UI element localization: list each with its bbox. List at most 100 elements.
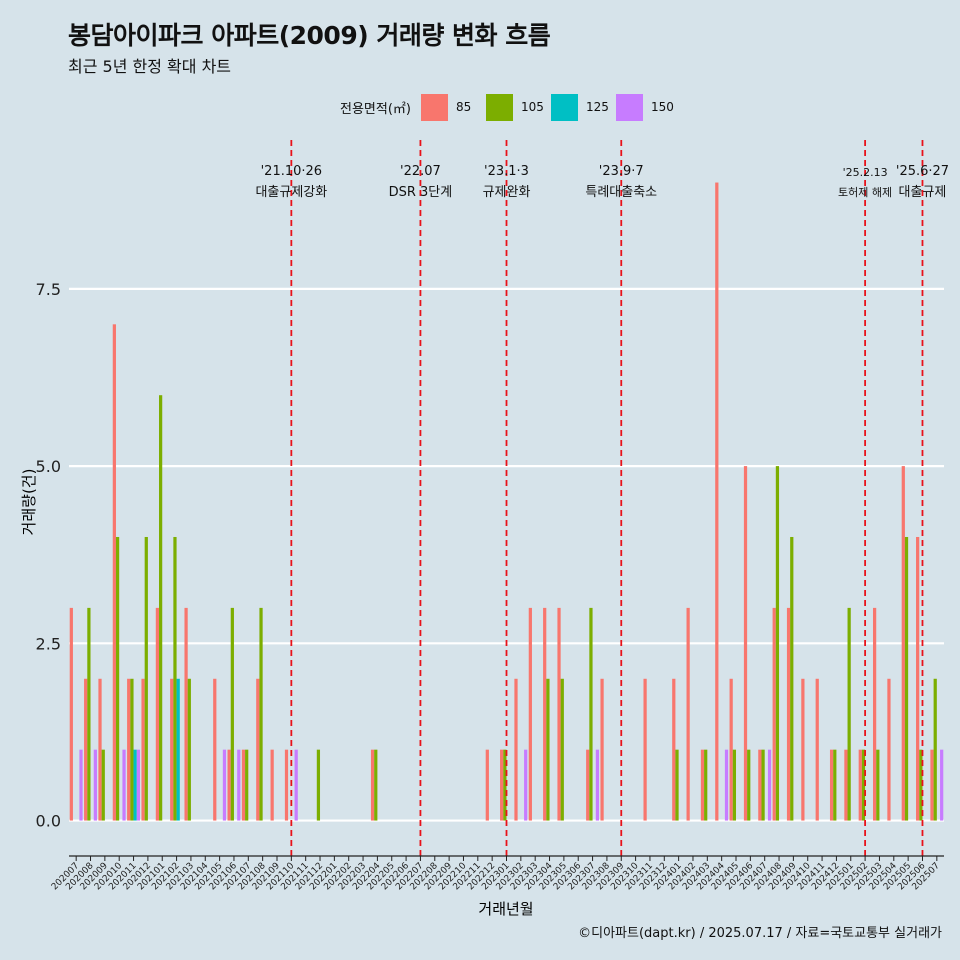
bars	[69, 182, 944, 821]
bar-85-202009	[98, 678, 102, 821]
legend-item-85: 85	[420, 93, 480, 121]
bar-105-202401	[675, 749, 679, 821]
bar-150-202106	[237, 749, 241, 821]
bar-85-202012	[141, 678, 145, 821]
bar-85-202408	[772, 607, 776, 821]
policy-date-202207: '22.07	[400, 164, 441, 179]
legend-item-125: 125	[550, 93, 610, 121]
bar-105-202010	[115, 536, 120, 821]
bar-125-202011	[133, 749, 137, 821]
bar-105-202405	[732, 749, 737, 821]
bar-105-202112	[316, 749, 321, 821]
bar-105-202011	[130, 678, 134, 821]
bar-105-202107	[245, 749, 249, 821]
bar-105-202106	[230, 607, 234, 821]
bar-105-202009	[101, 749, 105, 821]
bar-85-202505	[901, 466, 905, 821]
y-axis: 0.0 2.5 5.0 7.5	[36, 280, 61, 831]
bar-150-202302	[524, 749, 528, 821]
legend-swatch-150	[615, 93, 643, 121]
bar-85-202101	[155, 607, 160, 821]
bar-150-202105	[222, 749, 227, 821]
bar-105-202102	[173, 536, 177, 821]
bar-85-202412	[829, 749, 834, 821]
policy-date-202301: '23.1·3	[484, 164, 529, 179]
bar-125-202102	[176, 678, 180, 821]
x-axis: 2020072020082020092020102020112020122021…	[50, 855, 944, 892]
bar-105-202408	[775, 466, 780, 821]
policy-date-202309: '23.9·7	[599, 164, 644, 179]
bar-105-202101	[159, 395, 163, 821]
legend-swatch-105	[485, 93, 513, 121]
bar-105-202501	[847, 607, 851, 821]
bar-85-202401	[672, 678, 676, 821]
policy-text-202110: 대출규제강화	[255, 185, 327, 200]
bar-85-202406	[743, 466, 748, 821]
bar-85-202103	[184, 607, 188, 821]
legend-swatch-85	[420, 93, 448, 121]
legend-label-105: 105	[520, 100, 544, 114]
bar-85-202402	[686, 607, 690, 821]
bar-85-202502	[858, 749, 862, 821]
bar-105-202008	[87, 607, 91, 821]
bar-85-202304	[543, 607, 547, 821]
x-axis-label: 거래년월	[478, 900, 533, 918]
bar-85-202305	[557, 607, 561, 821]
bar-85-202302	[514, 678, 518, 821]
legend-item-105: 105	[485, 93, 545, 121]
policy-lines	[290, 140, 924, 856]
bar-105-202507	[933, 678, 937, 821]
bar-85-202303	[528, 607, 532, 821]
legend-title: 전용면적(㎡)	[340, 101, 411, 117]
bar-105-202103	[187, 678, 191, 821]
bar-85-202307	[586, 749, 590, 821]
legend-label-125: 125	[585, 100, 609, 114]
bar-105-202403	[704, 749, 708, 821]
bar-105-202407	[761, 749, 765, 821]
y-axis-label: 거래량(건)	[20, 469, 38, 536]
bar-85-202011	[127, 678, 131, 821]
policy-date-202502: '25.2.13	[843, 166, 888, 179]
bar-105-202108	[259, 607, 263, 821]
bar-105-202305	[560, 678, 564, 821]
bar-85-202507	[930, 749, 934, 821]
bar-85-202107	[241, 749, 246, 821]
bar-150-202404	[724, 749, 729, 821]
bar-150-202007	[79, 749, 83, 821]
bar-85-202409	[786, 607, 791, 821]
bar-105-202412	[833, 749, 837, 821]
bar-85-202411	[815, 678, 819, 821]
bar-85-202301	[500, 749, 504, 821]
bar-105-202204	[374, 749, 378, 821]
bar-85-202308	[600, 678, 604, 821]
bar-85-202501	[844, 749, 848, 821]
policy-text-202301: 규제완화	[483, 185, 531, 200]
bar-105-202409	[790, 536, 794, 821]
bar-85-202204	[370, 749, 375, 821]
policy-text-202207: DSR 3단계	[389, 185, 453, 200]
bar-85-202106	[227, 749, 231, 821]
policy-date-202506: '25.6·27	[896, 164, 949, 179]
legend-item-150: 150	[615, 93, 675, 121]
bar-85-202404	[715, 182, 719, 821]
bar-105-202304	[546, 678, 550, 821]
bar-85-202503	[872, 607, 877, 821]
bar-105-202505	[904, 536, 909, 821]
policy-annotations: '21.10·26 대출규제강화 '22.07 DSR 3단계 '23.1·3 규제완화 '…	[255, 164, 949, 200]
chart-subtitle: 최근 5년 한정 확대 차트	[68, 57, 232, 76]
bar-105-202503	[876, 749, 880, 821]
legend-label-150: 150	[650, 100, 674, 114]
y-tick-label: 7.5	[36, 280, 61, 299]
legend: 전용면적(㎡) 85 105 125 150	[340, 93, 681, 121]
bar-105-202502	[861, 749, 866, 821]
bar-85-202504	[887, 678, 891, 821]
policy-text-202506: 대출규제	[899, 185, 947, 200]
legend-swatch-125	[550, 93, 578, 121]
policy-date-202110: '21.10·26	[261, 164, 322, 179]
policy-text-202309: 특례대출축소	[585, 185, 657, 200]
bar-150-202110	[294, 749, 298, 821]
chart-title: 봉담아이파크 아파트(2009) 거래량 변화 흐름	[68, 21, 551, 50]
bar-85-202109	[270, 749, 274, 821]
bar-85-202311	[643, 678, 647, 821]
